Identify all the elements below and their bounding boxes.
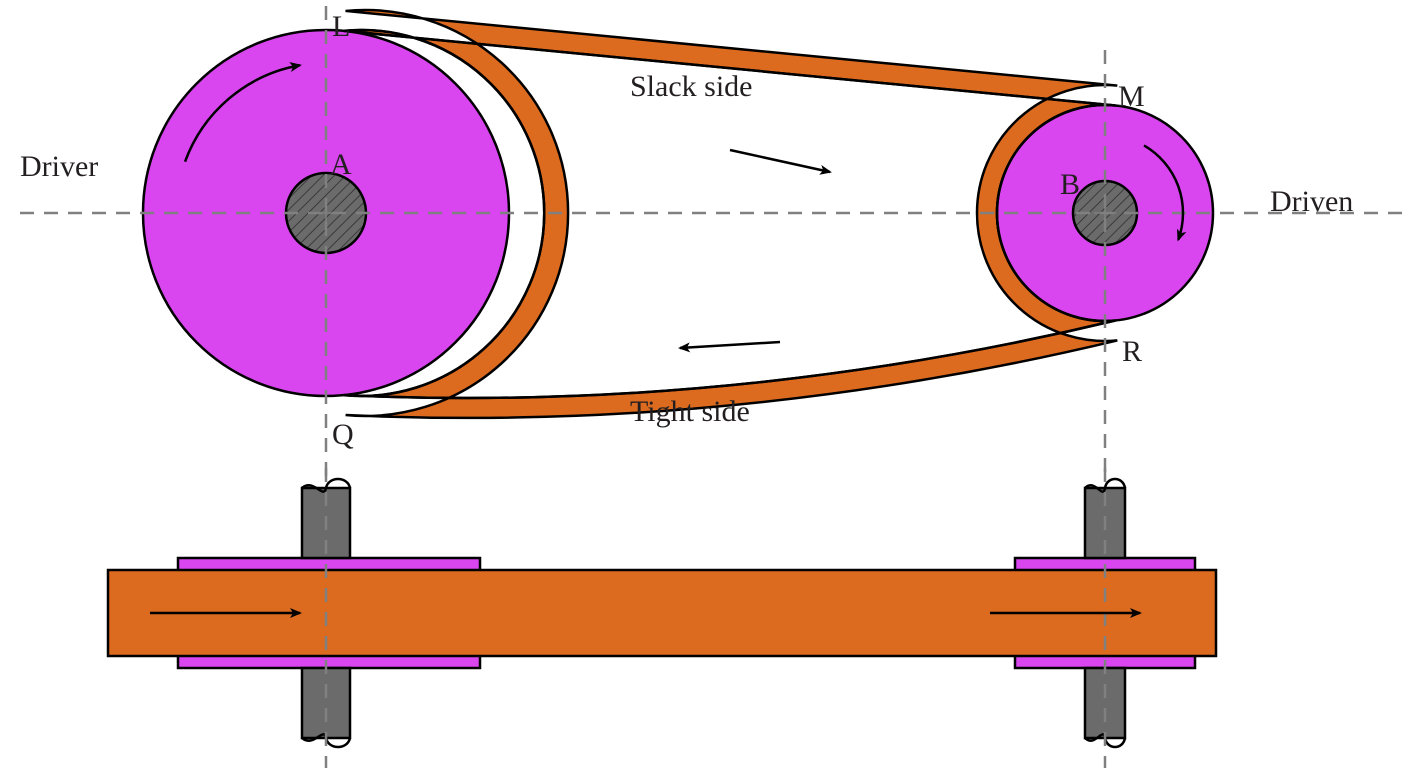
label-b: B	[1060, 168, 1080, 202]
label-r: R	[1122, 335, 1142, 369]
label-q: Q	[332, 418, 354, 452]
driver-shaft-bottom	[302, 668, 350, 738]
driven-shaft-bottom	[1085, 668, 1125, 738]
label-a: A	[330, 148, 352, 182]
slack-direction-arrow	[730, 150, 830, 172]
label-driven: Driven	[1270, 185, 1353, 219]
label-driver: Driver	[20, 150, 98, 184]
label-l: L	[332, 10, 350, 44]
label-slack-side: Slack side	[630, 70, 752, 104]
label-m: M	[1118, 80, 1145, 114]
belt-drive-diagram	[0, 0, 1424, 780]
tight-direction-arrow	[680, 342, 780, 348]
label-tight-side: Tight side	[630, 395, 750, 429]
